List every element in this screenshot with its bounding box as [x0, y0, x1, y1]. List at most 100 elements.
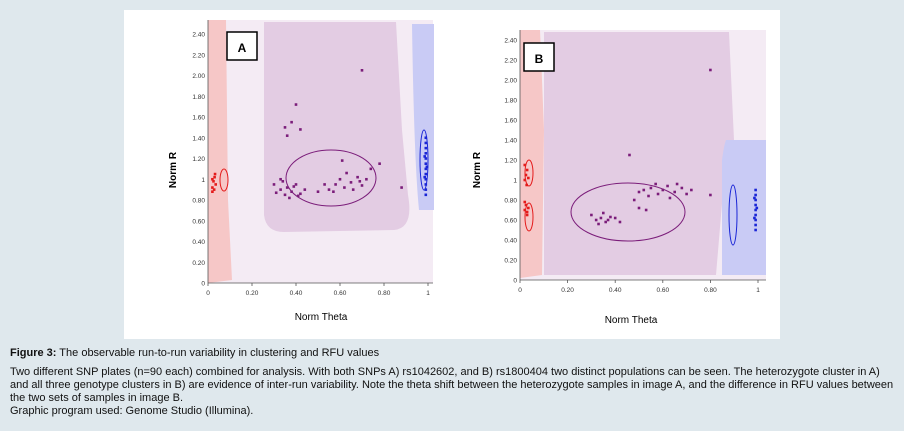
chart-b-purple-ellipse — [570, 182, 686, 242]
chart-a-purple-point — [360, 69, 364, 72]
chart-b-purple-point — [618, 220, 622, 224]
chart-a-red-point — [213, 172, 217, 176]
chart-a-blue-point — [424, 183, 428, 186]
chart-b-purple-point — [709, 68, 712, 72]
chart-a-y-tick-label: 1.40 — [192, 135, 205, 142]
chart-a-purple-point — [283, 126, 287, 129]
chart-b-y-tick-label: 1.60 — [504, 118, 517, 125]
chart-b-blue-point — [754, 203, 757, 207]
chart-b-x-tick-label: 0.60 — [656, 287, 669, 294]
chart-b-red-point — [524, 173, 528, 177]
chart-a-red-point — [212, 188, 216, 191]
chart-b-purple-point — [644, 208, 648, 212]
chart-a-purple-point — [358, 180, 362, 183]
chart-b-purple-point — [661, 188, 665, 192]
chart-a-blue-point — [424, 193, 428, 197]
chart-a-y-tick-label: 0 — [201, 281, 205, 288]
chart-b-y-tick-label: 1.20 — [504, 158, 517, 165]
chart-a-purple-point — [334, 183, 337, 186]
chart-b-x-tick-label: 0.20 — [561, 287, 574, 294]
chart-b-purple-point — [597, 222, 600, 226]
chart-b-purple-point — [613, 216, 617, 220]
chart-a-purple-point — [294, 183, 298, 186]
chart-a-purple-point — [323, 183, 326, 186]
chart-b-x-tick-label: 0.80 — [704, 287, 717, 294]
chart-a-purple-point — [349, 181, 353, 184]
chart-a-red-point — [211, 177, 214, 181]
chart-a-purple-point — [356, 175, 359, 179]
chart-a-purple-point — [338, 177, 342, 181]
chart-b-purple-point — [690, 188, 693, 192]
chart-b-red-ellipse-upper — [524, 159, 534, 187]
chart-b-panel-label: B — [535, 52, 544, 66]
chart-b-blue-point — [754, 193, 757, 197]
chart-b-purple-point — [675, 182, 679, 186]
chart-a-purple-point — [316, 190, 320, 193]
chart-a-y-axis-label: Norm R — [168, 151, 179, 188]
chart-b-red-point — [523, 178, 527, 182]
chart-b-y-tick-label: 0 — [513, 278, 517, 285]
chart-a-purple-region — [264, 22, 410, 232]
chart-b-purple-point — [709, 193, 712, 197]
chart-a-purple-point — [296, 194, 300, 198]
chart-a-red-point — [213, 175, 216, 179]
chart-a-blue-point — [424, 172, 428, 176]
chart-a-blue-point — [424, 141, 428, 145]
chart-b-y-tick-label: 1.40 — [504, 138, 517, 145]
chart-b-x-tick-label: 1 — [756, 287, 760, 294]
chart-b-purple-point — [604, 220, 607, 224]
figure-software-note: Graphic program used: Genome Studio (Ill… — [10, 405, 254, 417]
chart-a-x-tick-label: 0.60 — [334, 290, 347, 297]
chart-b-blue-point — [754, 208, 757, 212]
chart-b-red-point — [525, 168, 529, 172]
chart-b-y-axis-label: Norm R — [472, 151, 483, 188]
chart-b-purple-point — [606, 218, 610, 222]
chart-b-blue-ellipse — [728, 184, 738, 246]
chart-b-purple-point — [673, 190, 676, 194]
chart-a-blue-point — [423, 155, 426, 158]
chart-b-x-axis-label: Norm Theta — [605, 315, 658, 326]
chart-b-red-point — [525, 210, 529, 214]
chart-b-purple-point — [637, 190, 641, 194]
chart-b-y-tick-label: 0.40 — [504, 238, 517, 245]
chart-a-purple-point — [281, 180, 285, 183]
chart-b-blue-point — [754, 188, 757, 192]
figure-caption-title: Figure 3: The observable run-to-run vari… — [10, 347, 894, 360]
chart-a-blue-point — [424, 188, 428, 191]
chart-a-label-box — [226, 31, 258, 61]
chart-a-blue-ellipse — [419, 129, 429, 191]
chart-a-purple-point — [351, 188, 355, 191]
chart-a-purple-point — [400, 186, 403, 189]
chart-a-purple-point — [378, 162, 381, 165]
chart-b-purple-point — [637, 206, 641, 210]
chart-a-y-tick-label: 1 — [201, 177, 205, 184]
chart-b-red-point — [524, 203, 528, 207]
chart-a-x-tick-label: 0.80 — [378, 290, 391, 297]
chart-b-label-box — [523, 42, 555, 72]
chart-b-purple-point — [632, 198, 636, 202]
chart-a-red-point — [212, 180, 215, 183]
chart-b-y-tick-label: 0.80 — [504, 198, 517, 205]
chart-a-x-tick-label: 0.20 — [246, 290, 259, 297]
chart-b-purple-point — [599, 216, 603, 220]
chart-b-purple-point — [656, 192, 660, 196]
chart-b-blue-point — [755, 206, 759, 210]
chart-a-purple-point — [283, 193, 287, 197]
chart-b-red-ellipse-lower — [524, 202, 534, 232]
chart-b-y-tick-label: 1 — [513, 178, 517, 185]
chart-a-y-tick-label: 2.40 — [192, 32, 205, 39]
chart-b-purple-point — [642, 188, 646, 192]
chart-a-purple-point — [294, 103, 298, 106]
chart-a-purple-point — [290, 120, 293, 124]
chart-a-purple-point — [279, 177, 282, 181]
chart-b-blue-point — [754, 213, 757, 217]
chart-b-red-point — [523, 200, 527, 204]
chart-a-y-tick-label: 1.80 — [192, 94, 205, 101]
chart-a-y-tick-label: 2.00 — [192, 73, 205, 80]
figure-image: A 0 0.20 0.40 0.60 0.80 1 1.20 1.40 1.60 1.80 2.00… — [168, 20, 766, 326]
chart-a-y-tick-label: 0.80 — [192, 198, 205, 205]
chart-a-blue-point — [424, 167, 428, 171]
figure-caption-title-text: The observable run-to-run variability in… — [56, 347, 380, 359]
chart-a-blue-point — [424, 136, 428, 140]
chart-b-y-tick-label: 2.00 — [504, 78, 517, 85]
